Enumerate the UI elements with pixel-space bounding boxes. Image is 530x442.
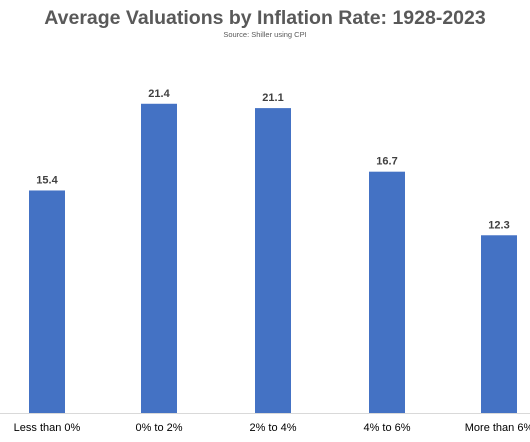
data-label: 16.7 — [376, 156, 397, 168]
x-tick-label: More than 6% — [465, 422, 530, 434]
chart-title: Average Valuations by Inflation Rate: 19… — [44, 7, 486, 29]
bar — [141, 103, 177, 414]
x-tick-label: 2% to 4% — [249, 422, 296, 434]
bar — [369, 171, 405, 413]
bar — [481, 235, 517, 413]
x-tick-label: 0% to 2% — [135, 422, 182, 434]
x-tick-label: Less than 0% — [14, 422, 81, 434]
data-label: 15.4 — [36, 174, 58, 186]
bar — [255, 108, 291, 413]
chart-subtitle: Source: Shiller using CPI — [223, 30, 307, 39]
data-label: 21.4 — [148, 88, 170, 100]
x-tick-label: 4% to 6% — [363, 422, 410, 434]
data-label: 21.1 — [262, 92, 283, 104]
data-label: 12.3 — [488, 219, 509, 231]
bar — [29, 190, 65, 413]
